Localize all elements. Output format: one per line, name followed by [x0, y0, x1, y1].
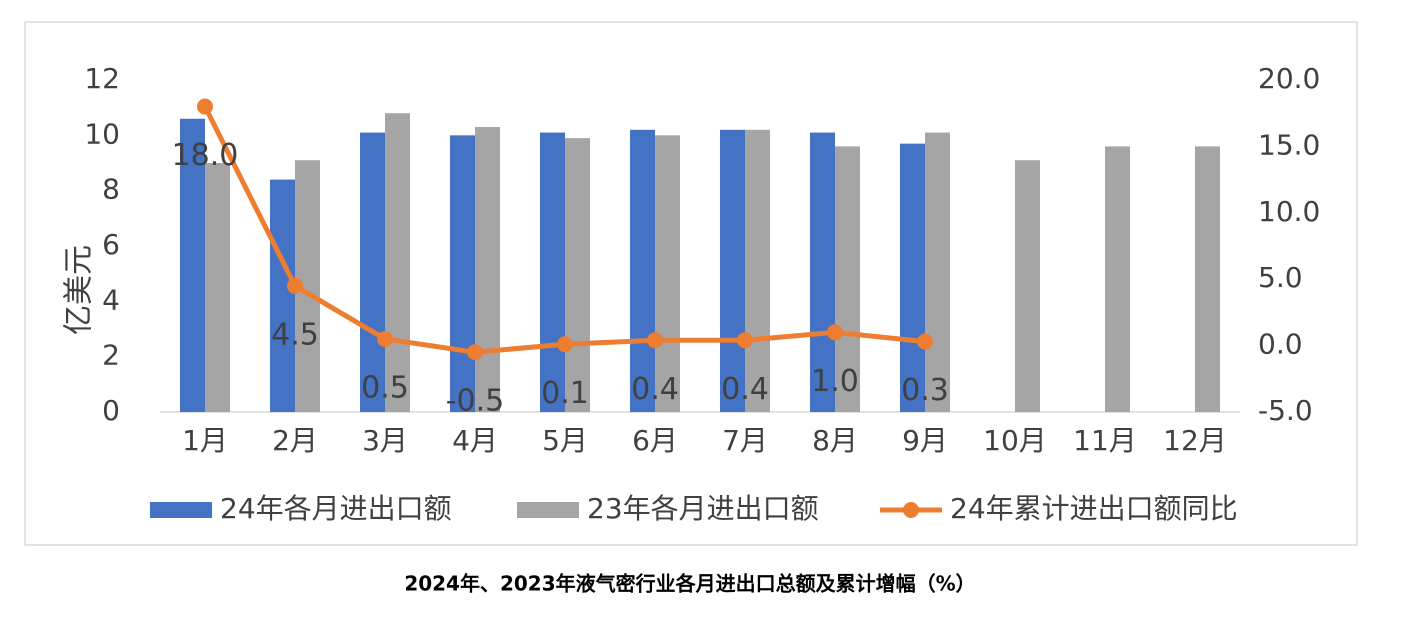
y-tick-label: 10	[84, 117, 120, 150]
x-tick-label: 1月	[182, 424, 228, 457]
bar	[1195, 146, 1220, 412]
bar	[655, 135, 680, 413]
line-point	[647, 332, 663, 349]
x-tick-label: 3月	[362, 424, 408, 457]
x-tick-label: 2月	[272, 424, 318, 457]
x-tick-label: 9月	[902, 424, 948, 457]
data-label: 0.4	[721, 372, 769, 407]
y2-tick-label: 20.0	[1258, 62, 1320, 95]
y2-tick-label: 0.0	[1258, 328, 1303, 361]
y-axis-label: 亿美元	[62, 245, 97, 335]
data-label: 0.1	[541, 376, 589, 411]
bar	[565, 138, 590, 412]
y-tick-label: 4	[102, 283, 120, 316]
y-tick-label: 0	[102, 394, 120, 427]
line-point	[737, 332, 753, 349]
bar	[630, 129, 655, 413]
data-label: 0.5	[361, 370, 409, 405]
line-point	[827, 324, 843, 341]
bar	[385, 113, 410, 412]
legend-label: 23年各月进出口额	[587, 492, 819, 525]
data-label: 0.4	[631, 372, 679, 407]
line-point	[377, 330, 393, 347]
data-label: 18.0	[172, 138, 239, 173]
y2-tick-label: -5.0	[1258, 394, 1313, 427]
x-tick-label: 5月	[542, 424, 588, 457]
bar	[900, 143, 925, 412]
bar	[835, 146, 860, 412]
data-label: 1.0	[811, 364, 859, 399]
x-tick-label: 10月	[983, 424, 1047, 457]
y-tick-label: 12	[84, 62, 120, 95]
y2-tick-label: 5.0	[1258, 261, 1303, 294]
bar	[270, 179, 295, 412]
line-point	[197, 98, 213, 115]
y-tick-label: 8	[102, 173, 120, 206]
line-point	[467, 344, 483, 361]
legend-swatch	[150, 502, 212, 518]
x-tick-label: 12月	[1163, 424, 1227, 457]
y-tick-label: 2	[102, 339, 120, 372]
y-tick-label: 6	[102, 228, 120, 261]
bar	[180, 118, 205, 412]
bar	[810, 132, 835, 413]
legend-swatch	[903, 502, 919, 518]
line-point	[557, 336, 573, 353]
bar	[205, 163, 230, 412]
bar	[450, 135, 475, 413]
x-tick-label: 8月	[812, 424, 858, 457]
x-tick-label: 11月	[1073, 424, 1137, 457]
y2-tick-label: 15.0	[1258, 128, 1320, 161]
bar	[745, 129, 770, 413]
legend-label: 24年累计进出口额同比	[950, 492, 1238, 525]
line-point	[917, 333, 933, 350]
legend-label: 24年各月进出口额	[220, 492, 452, 525]
x-tick-label: 4月	[452, 424, 498, 457]
bar	[475, 127, 500, 413]
legend-swatch	[517, 502, 579, 518]
bar	[1105, 146, 1130, 412]
x-tick-label: 6月	[632, 424, 678, 457]
bar	[360, 132, 385, 413]
data-label: -0.5	[446, 384, 505, 419]
line-point	[287, 277, 303, 294]
y2-tick-label: 10.0	[1258, 195, 1320, 228]
data-label: 4.5	[271, 317, 319, 352]
x-tick-label: 7月	[722, 424, 768, 457]
chart-title: 2024年、2023年液气密行业各月进出口总额及累计增幅（%）	[404, 572, 975, 596]
data-label: 0.3	[901, 373, 949, 408]
bar	[720, 129, 745, 413]
bar	[540, 132, 565, 413]
bar	[1015, 160, 1040, 412]
chart-frame	[24, 21, 1358, 546]
bar	[925, 132, 950, 413]
